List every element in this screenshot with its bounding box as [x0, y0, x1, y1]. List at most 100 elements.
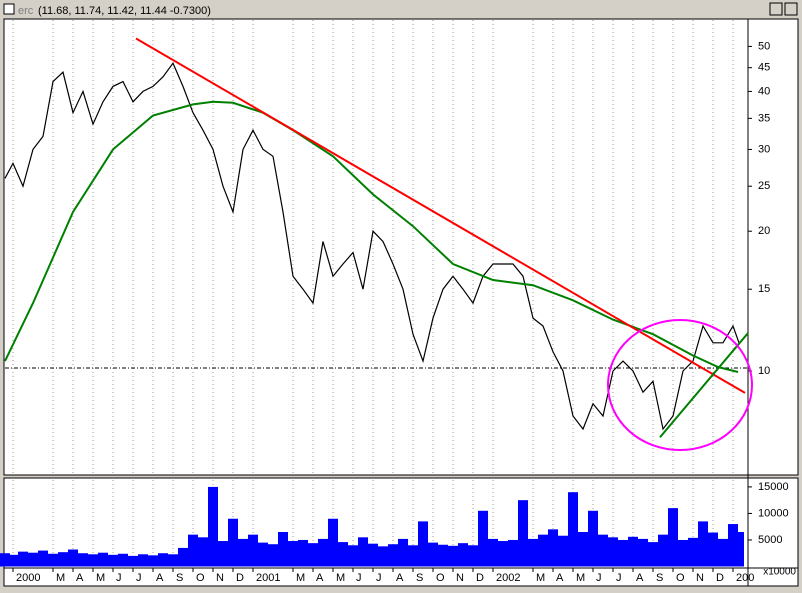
volume-bar [528, 538, 538, 567]
volume-bar [438, 544, 448, 567]
volume-bar [508, 539, 518, 567]
volume-bar [728, 524, 738, 567]
volume-bar [448, 545, 458, 567]
x-tick-label: M [536, 572, 545, 584]
volume-bar [0, 553, 10, 567]
volume-bar [318, 538, 328, 567]
x-tick-label: O [676, 572, 685, 584]
x-tick-label: M [296, 572, 305, 584]
volume-bar [268, 544, 278, 567]
x-tick-label: D [236, 572, 244, 584]
y-tick-label: 20 [758, 225, 770, 237]
volume-bar [288, 541, 298, 567]
y-unit-label: x10000 [763, 567, 796, 578]
x-tick-label: J [616, 572, 622, 584]
x-tick-label: N [216, 572, 224, 584]
volume-bar [678, 539, 688, 567]
quote: (11.68, 11.74, 11.42, 11.44 -0.7300) [38, 5, 211, 17]
y-tick-label: 25 [758, 180, 770, 192]
labels: 10 15 20 25 30 35 40 45 50 5000 10000 15000 x10000 20… [16, 40, 796, 584]
x-tick-label: O [436, 572, 445, 584]
highlight-circle [607, 319, 753, 451]
x-tick-label: M [96, 572, 105, 584]
price-panel [3, 18, 799, 476]
volume-bar [408, 545, 418, 567]
price-line [4, 62, 740, 431]
window-name: erc [18, 5, 34, 17]
x-tick-label: M [336, 572, 345, 584]
volume-bar [388, 544, 398, 567]
x-tick-label: A [156, 572, 164, 584]
y-tick-label: 50 [758, 40, 770, 52]
volume-bar [468, 545, 478, 567]
volume-bar [78, 553, 88, 567]
volume-bar [734, 532, 744, 567]
volume-bar [418, 521, 428, 567]
volume-bar [238, 538, 248, 567]
volume-bar [328, 518, 338, 567]
x-tick-label: A [636, 572, 644, 584]
y-tick-label: 15000 [758, 481, 789, 493]
volume-bar [308, 543, 318, 567]
volume-bar [398, 538, 408, 567]
x-tick-label: D [716, 572, 724, 584]
x-tick-label: 2001 [256, 572, 280, 584]
volume-bar [498, 541, 508, 567]
x-tick-label: D [476, 572, 484, 584]
x-axis-strip [3, 567, 799, 587]
y-tick-label: 10000 [758, 507, 789, 519]
volume-bar [638, 538, 648, 567]
volume-bar [38, 550, 48, 567]
volume-bar [698, 521, 708, 567]
volume-bar [658, 534, 668, 567]
window-icon [3, 3, 15, 15]
x-tick-label: J [596, 572, 602, 584]
trendline [659, 332, 749, 438]
volume-bar [68, 549, 78, 567]
volume-bar [218, 541, 228, 567]
x-tick-label: M [576, 572, 585, 584]
volume-bar [718, 538, 728, 567]
volume-bar [298, 539, 308, 567]
volume-bar [578, 532, 588, 567]
x-tick-label: S [416, 572, 423, 584]
volume-bar [548, 529, 558, 567]
volume-bar [28, 552, 38, 567]
restore-button[interactable] [769, 2, 783, 16]
y-tick-label: 5000 [758, 534, 782, 546]
y-tick-label: 45 [758, 62, 770, 74]
volume-bar [118, 553, 128, 567]
volume-bar [228, 518, 238, 567]
x-tick-label: 2000 [16, 572, 40, 584]
x-tick-label: J [116, 572, 122, 584]
close-button[interactable] [784, 2, 798, 16]
volume-bar [688, 537, 698, 567]
x-tick-label: S [656, 572, 663, 584]
y-tick-label: 30 [758, 143, 770, 155]
volume-bar [598, 534, 608, 567]
y-tick-label: 40 [758, 85, 770, 97]
volume-bar [628, 536, 638, 567]
x-tick-label: S [176, 572, 183, 584]
volume-bar [348, 545, 358, 567]
volume-bar [178, 547, 188, 567]
volume-bar [428, 542, 438, 567]
y-tick-label: 10 [758, 365, 770, 377]
volume-bar [138, 554, 148, 567]
volume-bar [708, 532, 718, 567]
volume-bar [58, 552, 68, 567]
x-tick-label: J [136, 572, 142, 584]
volume-bar [648, 542, 658, 567]
volume-bar [188, 534, 198, 567]
volume-bar [98, 552, 108, 567]
volume-bar [358, 537, 368, 567]
y-tick-label: 15 [758, 283, 770, 295]
volume-bar [8, 554, 18, 567]
volume-bar [88, 554, 98, 567]
volume-bar [588, 510, 598, 567]
trendline [135, 37, 746, 394]
marks [0, 37, 749, 567]
x-tick-label: N [456, 572, 464, 584]
